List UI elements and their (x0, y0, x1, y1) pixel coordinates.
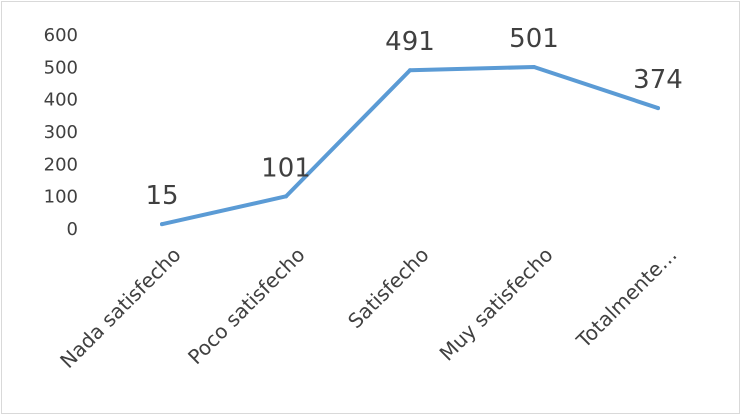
data-point (656, 106, 660, 111)
data-point (284, 194, 288, 199)
y-tick-label: 200 (44, 154, 78, 175)
y-axis: 0 100 200 300 400 500 600 (44, 25, 78, 240)
x-category-label: Satisfecho (343, 243, 434, 334)
y-tick-label: 400 (44, 90, 78, 111)
data-point (532, 65, 536, 70)
series-line (160, 65, 660, 227)
x-category-label: Muy satisfecho (435, 243, 558, 366)
y-tick-label: 500 (44, 57, 78, 78)
x-category-label: Nada satisfecho (55, 243, 185, 373)
y-tick-label: 600 (44, 25, 78, 46)
y-tick-label: 0 (67, 219, 78, 240)
data-label: 491 (385, 27, 435, 57)
x-category-label: Totalmente… (571, 243, 682, 354)
data-label: 374 (633, 65, 683, 95)
data-label: 101 (261, 153, 311, 183)
y-tick-label: 100 (44, 187, 78, 208)
data-point (408, 68, 412, 73)
data-label: 15 (145, 181, 178, 211)
data-label: 501 (509, 24, 559, 54)
series-group (160, 65, 660, 227)
x-category-label: Poco satisfecho (183, 243, 310, 370)
data-point (160, 222, 164, 227)
y-tick-label: 300 (44, 122, 78, 143)
data-labels: 15 101 491 501 374 (145, 24, 682, 211)
